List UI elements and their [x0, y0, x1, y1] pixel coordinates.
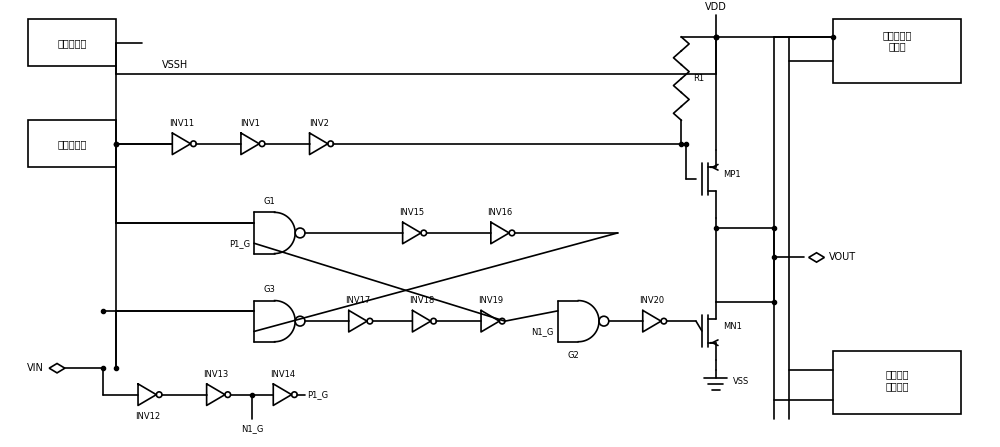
- Text: INV13: INV13: [203, 370, 228, 379]
- Text: INV17: INV17: [345, 296, 371, 305]
- Text: MN1: MN1: [723, 321, 742, 330]
- Text: N1_G: N1_G: [241, 424, 263, 433]
- Bar: [28, 120, 116, 167]
- Bar: [28, 19, 116, 66]
- Text: INV11: INV11: [169, 119, 194, 128]
- Text: INV1: INV1: [240, 119, 260, 128]
- Text: R1: R1: [693, 74, 704, 83]
- Text: 电压产生器: 电压产生器: [57, 38, 86, 48]
- Text: MP1: MP1: [723, 170, 741, 179]
- Text: INV20: INV20: [639, 296, 664, 305]
- Text: INV2: INV2: [309, 119, 329, 128]
- Text: P1_G: P1_G: [307, 390, 328, 399]
- Text: 电平移位器: 电平移位器: [57, 139, 86, 149]
- Text: 第二欠压
保护电路: 第二欠压 保护电路: [885, 369, 909, 391]
- Text: VIN: VIN: [27, 363, 44, 373]
- Text: VSS: VSS: [733, 377, 749, 386]
- Text: G1: G1: [264, 197, 276, 206]
- Text: 瞬间上拉增
强电路: 瞬间上拉增 强电路: [882, 30, 912, 52]
- Text: VOUT: VOUT: [829, 253, 856, 262]
- Text: INV12: INV12: [135, 412, 160, 421]
- Text: G3: G3: [264, 285, 276, 294]
- Text: VSSH: VSSH: [162, 60, 188, 70]
- Bar: [833, 350, 961, 414]
- Text: P1_G: P1_G: [229, 239, 250, 248]
- Text: N1_G: N1_G: [532, 327, 554, 336]
- Text: INV14: INV14: [270, 370, 295, 379]
- Text: G2: G2: [568, 350, 579, 359]
- Text: INV19: INV19: [478, 296, 503, 305]
- Bar: [833, 19, 961, 83]
- Text: INV15: INV15: [399, 208, 424, 217]
- Text: VDD: VDD: [705, 2, 727, 13]
- Text: INV16: INV16: [487, 208, 513, 217]
- Text: INV18: INV18: [409, 296, 434, 305]
